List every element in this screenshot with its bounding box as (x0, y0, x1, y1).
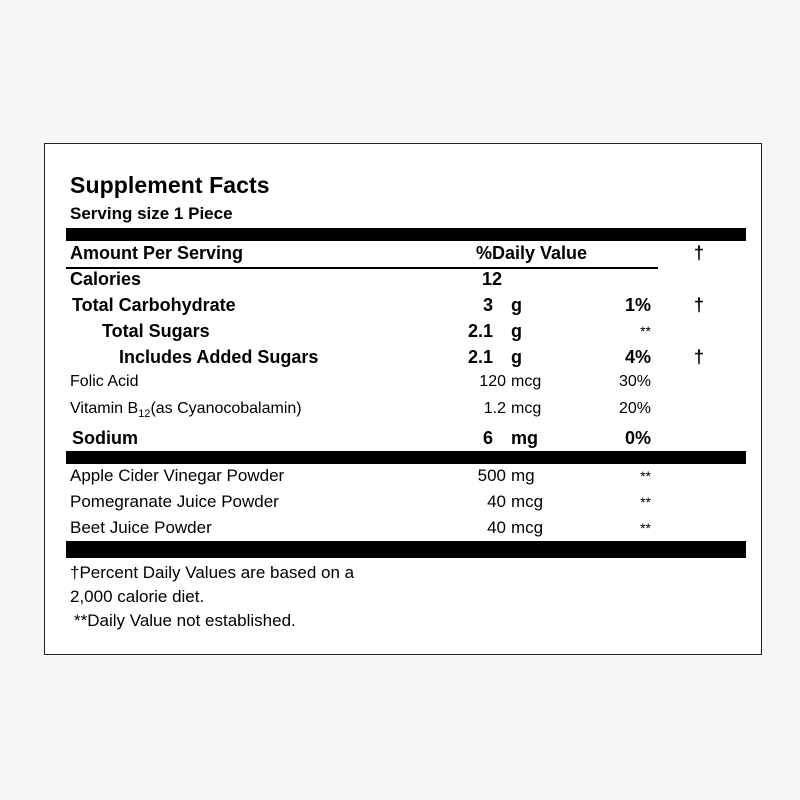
nutrient-dv: 4% (624, 347, 651, 367)
ingredient-name: Beet Juice Powder (70, 518, 212, 537)
nutrient-unit: g (511, 295, 522, 315)
ingredient-dv: ** (640, 494, 651, 510)
ingredient-row-pomegranate: Pomegranate Juice Powder 40 mcg ** (45, 492, 763, 518)
ingredient-unit: mg (511, 466, 535, 485)
vitamin-prefix: Vitamin B (70, 400, 139, 417)
panel-title: Supplement Facts (70, 172, 270, 198)
nutrient-dagger: † (694, 295, 705, 315)
nutrient-unit: g (511, 347, 522, 367)
vitamin-suffix: (as Cyanocobalamin) (150, 400, 302, 417)
nutrient-qty: 3 (482, 295, 493, 315)
ingredient-name: Apple Cider Vinegar Powder (70, 466, 285, 485)
nutrient-row-added-sugars: Includes Added Sugars 2.1 g 4% † (45, 347, 763, 373)
ingredient-dv: ** (640, 520, 651, 536)
vitamin-subscript: 12 (138, 408, 151, 421)
nutrient-row-calories: Calories 12 (45, 269, 763, 295)
footnote-dv-not-established: **Daily Value not established. (74, 611, 296, 630)
serving-size: Serving size 1 Piece (70, 204, 233, 223)
header-row: Amount Per Serving %Daily Value † (45, 243, 763, 269)
nutrient-name: Sodium (72, 428, 138, 448)
ingredient-dv: ** (640, 468, 651, 484)
nutrient-name: Vitamin B12(as Cyanocobalamin) (70, 400, 302, 420)
nutrient-qty: 120 (479, 373, 506, 390)
ingredient-unit: mcg (511, 492, 544, 511)
nutrient-row-folic-acid: Folic Acid 120 mcg 30% (45, 373, 763, 399)
ingredient-name: Pomegranate Juice Powder (70, 492, 279, 511)
bottom-thick-rule (66, 541, 746, 558)
nutrient-dv: ** (640, 323, 651, 339)
ingredient-qty: 40 (487, 492, 506, 511)
nutrient-dagger: † (694, 347, 705, 367)
nutrient-name: Total Sugars (102, 321, 210, 341)
ingredient-row-beet-juice: Beet Juice Powder 40 mcg ** (45, 518, 763, 544)
nutrient-row-sodium: Sodium 6 mg 0% (45, 428, 763, 454)
nutrient-unit: mcg (511, 373, 542, 390)
amount-per-serving-label: Amount Per Serving (70, 243, 244, 263)
top-thick-rule (66, 228, 746, 241)
header-rule (66, 267, 658, 269)
nutrient-qty: 2.1 (467, 321, 493, 341)
ingredient-qty: 40 (487, 518, 506, 537)
ingredient-row-apple-cider-vinegar: Apple Cider Vinegar Powder 500 mg ** (45, 466, 763, 492)
daily-value-label: %Daily Value (476, 243, 588, 263)
footnote-percent-dv: †Percent Daily Values are based on a (70, 563, 355, 582)
nutrient-qty: 6 (482, 428, 493, 448)
header-dagger: † (694, 243, 705, 263)
nutrient-row-total-sugars: Total Sugars 2.1 g ** (45, 321, 763, 347)
nutrient-qty: 1.2 (483, 400, 506, 417)
nutrient-row-vitamin-b12: Vitamin B12(as Cyanocobalamin) 1.2 mcg 2… (45, 400, 763, 426)
nutrient-unit: mg (511, 428, 538, 448)
nutrient-qty: 12 (482, 269, 503, 289)
ingredient-unit: mcg (511, 518, 544, 537)
nutrient-name: Calories (70, 269, 142, 289)
nutrient-name: Folic Acid (70, 373, 139, 390)
nutrient-name: Includes Added Sugars (119, 347, 319, 367)
nutrient-name: Total Carbohydrate (72, 295, 236, 315)
supplement-facts-panel: Supplement Facts Serving size 1 Piece Am… (44, 143, 762, 655)
nutrient-dv: 1% (624, 295, 651, 315)
nutrient-unit: g (511, 321, 522, 341)
middle-thick-rule (66, 451, 746, 464)
nutrient-row-total-carbohydrate: Total Carbohydrate 3 g 1% † (45, 295, 763, 321)
nutrient-dv: 20% (618, 400, 651, 417)
ingredient-qty: 500 (477, 466, 506, 485)
nutrient-dv: 30% (618, 373, 651, 390)
footnote-calorie-diet: 2,000 calorie diet. (70, 587, 205, 606)
nutrient-dv: 0% (624, 428, 651, 448)
nutrient-qty: 2.1 (467, 347, 493, 367)
nutrient-unit: mcg (511, 400, 542, 417)
